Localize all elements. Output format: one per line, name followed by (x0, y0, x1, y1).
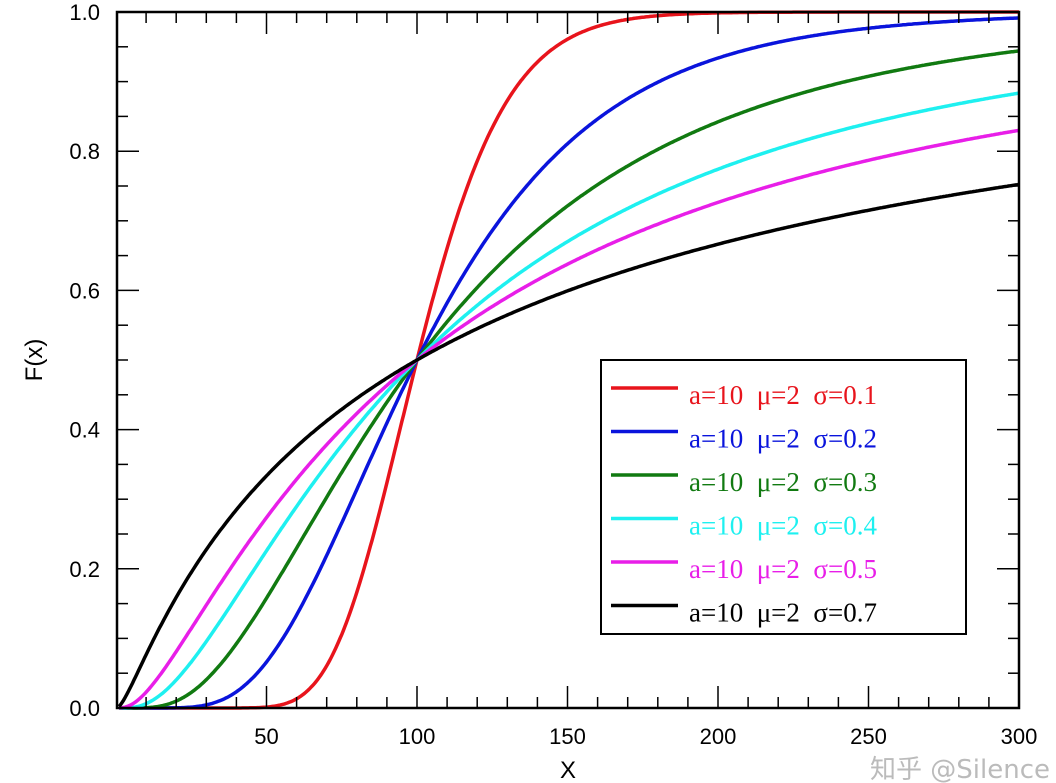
y-tick-label: 0.0 (69, 696, 100, 721)
legend-label-2: a=10 μ=2 σ=0.3 (689, 467, 877, 497)
series-line-3 (119, 91, 1020, 710)
y-tick-label: 1.0 (69, 0, 100, 25)
y-tick-label: 0.4 (69, 418, 100, 443)
y-tick-label: 0.8 (69, 139, 100, 164)
ticks (117, 12, 1019, 708)
legend-label-4: a=10 μ=2 σ=0.5 (689, 554, 877, 584)
legend: a=10 μ=2 σ=0.1 a=10 μ=2 σ=0.2 a=10 μ=2 σ=0… (600, 359, 967, 635)
y-tick-label: 0.6 (69, 278, 100, 303)
y-tick-label: 0.2 (69, 557, 100, 582)
legend-box (600, 359, 967, 635)
legend-label-3: a=10 μ=2 σ=0.4 (689, 511, 877, 541)
x-tick-label: 150 (549, 724, 586, 749)
y-axis-label: F(x) (21, 339, 48, 382)
series-line-5 (117, 182, 1020, 708)
x-tick-label: 100 (399, 724, 436, 749)
legend-label-1: a=10 μ=2 σ=0.2 (689, 424, 877, 454)
series-line-4 (118, 128, 1020, 710)
tick-labels: 50 100 150 200 250 300 0.0 0.2 0.4 0.6 0.8 1.0 (69, 0, 1037, 749)
x-axis-label: X (560, 757, 576, 783)
x-tick-label: 50 (254, 724, 278, 749)
watermark: 知乎 @Silence (870, 755, 1050, 783)
series-line-2 (119, 49, 1020, 710)
legend-label-5: a=10 μ=2 σ=0.7 (689, 598, 877, 628)
x-tick-label: 300 (1001, 724, 1038, 749)
x-tick-label: 200 (700, 724, 737, 749)
legend-label-0: a=10 μ=2 σ=0.1 (689, 380, 877, 410)
x-tick-label: 250 (850, 724, 887, 749)
